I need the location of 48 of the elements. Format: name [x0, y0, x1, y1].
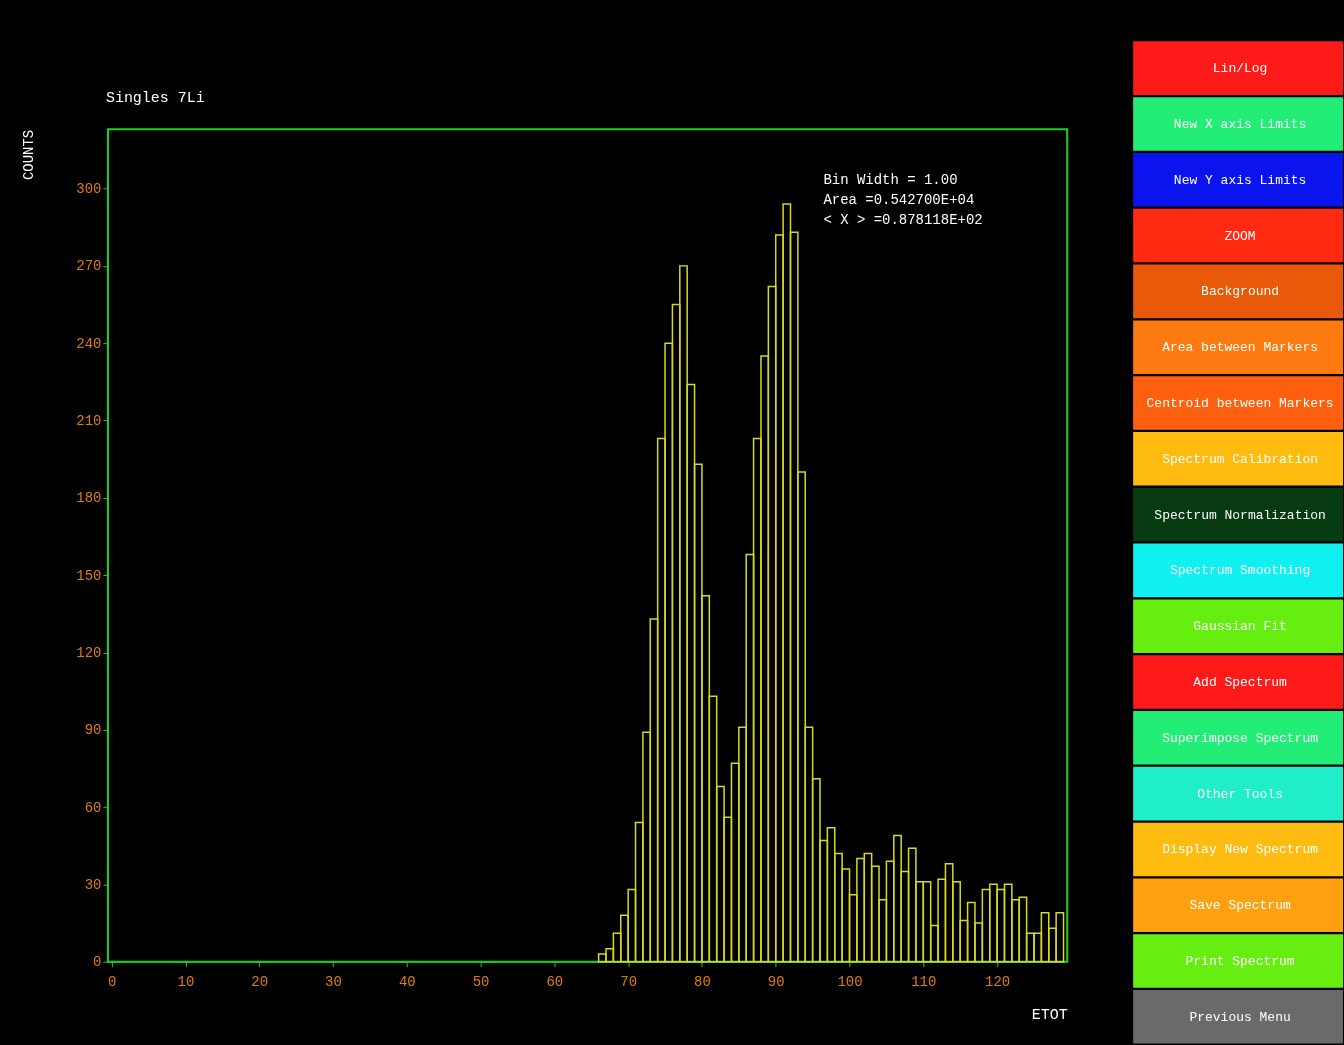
text: Spectrum Normalization: [1154, 507, 1326, 523]
y-tick-label: 30: [84, 876, 102, 893]
text: Save Spectrum: [1189, 898, 1291, 914]
y-tick-label: 270: [76, 258, 102, 275]
annotation: < X > =0.878118E+02: [823, 212, 983, 229]
text: Lin/Log: [1212, 61, 1268, 77]
y-tick-label: 120: [76, 644, 102, 661]
text: Gaussian Fit: [1193, 619, 1287, 635]
x-tick-label: 10: [177, 974, 195, 991]
x-tick-label: 30: [325, 974, 342, 991]
x-tick-label: 40: [398, 974, 416, 991]
x-tick-label: 20: [251, 974, 269, 991]
text: Spectrum Calibration: [1162, 451, 1318, 467]
text: Area between Markers: [1162, 340, 1318, 356]
y-tick-label: 0: [93, 954, 102, 971]
y-tick-label: 240: [76, 335, 102, 352]
x-tick-label: 80: [694, 974, 711, 991]
x-tick-label: 60: [546, 974, 564, 991]
x-tick-label: 50: [472, 974, 490, 991]
text: Superimpose Spectrum: [1162, 730, 1319, 746]
chart-title: Singles 7Li: [105, 90, 205, 107]
x-axis-title: ETOT: [1031, 1007, 1068, 1024]
text: ZOOM: [1224, 228, 1256, 244]
text: Background: [1201, 284, 1280, 300]
text: Add Spectrum: [1193, 674, 1288, 690]
x-tick-label: 110: [911, 974, 937, 991]
y-tick-label: 300: [76, 181, 102, 198]
text: Previous Menu: [1189, 1009, 1291, 1025]
text: New Y axis Limits: [1173, 172, 1307, 188]
y-tick-label: 90: [84, 722, 102, 739]
x-tick-label: 70: [620, 974, 638, 991]
text: New X axis Limits: [1173, 116, 1307, 132]
x-tick-label: 100: [837, 974, 863, 991]
annotation: Area =0.542700E+04: [823, 192, 975, 209]
text: Display New Spectrum: [1162, 842, 1319, 858]
y-tick-label: 60: [84, 799, 102, 816]
y-axis-title: COUNTS: [21, 129, 38, 181]
annotation: Bin Width = 1.00: [823, 172, 958, 189]
y-tick-label: 210: [76, 412, 102, 429]
x-tick-label: 120: [985, 974, 1011, 991]
x-tick-label: 90: [767, 974, 785, 991]
y-tick-label: 180: [76, 490, 102, 507]
text: Centroid between Markers: [1146, 395, 1334, 411]
y-tick-label: 150: [76, 567, 102, 584]
text: Spectrum Smoothing: [1169, 563, 1311, 579]
x-tick-label: 0: [107, 974, 117, 991]
text: Print Spectrum: [1185, 954, 1295, 970]
text: Other Tools: [1197, 786, 1283, 802]
